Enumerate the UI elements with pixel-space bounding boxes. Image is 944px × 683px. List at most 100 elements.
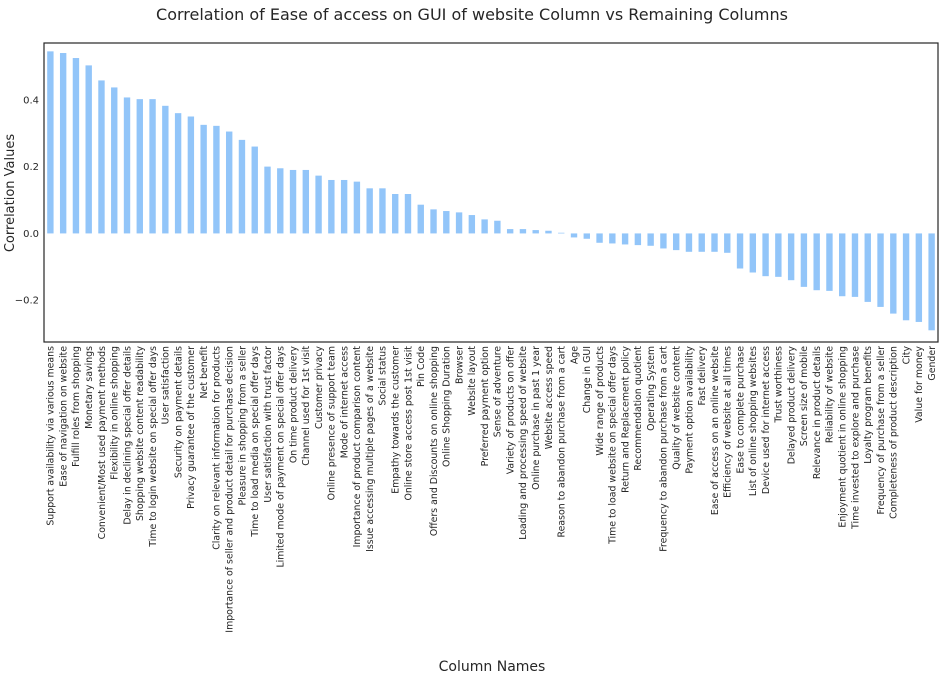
- bar: [621, 233, 629, 245]
- bar: [123, 97, 131, 234]
- x-tick-label: Pin Code: [416, 346, 427, 387]
- x-tick-label: Return and Replacement policy: [620, 346, 631, 493]
- bar: [417, 204, 424, 234]
- x-tick-label: Age: [569, 346, 580, 364]
- bar: [519, 229, 527, 234]
- chart-title: Correlation of Ease of access on GUI of …: [156, 5, 788, 24]
- bar: [455, 212, 463, 234]
- bar: [366, 188, 373, 234]
- bar: [698, 233, 705, 252]
- x-tick-label: Browser: [454, 346, 465, 384]
- x-tick-label: Payment option availability: [684, 346, 695, 474]
- x-tick-label: Preferred payment option: [480, 346, 491, 466]
- x-tick-label: Time to login website on special offer d…: [148, 346, 159, 548]
- x-tick-label: Clarity on relevant information for prod…: [212, 346, 223, 550]
- bar: [749, 233, 757, 273]
- x-tick-label: Fast delivery: [697, 346, 708, 406]
- bar: [340, 179, 348, 234]
- x-tick-label: Offers and Discounts on online shopping: [429, 346, 440, 536]
- bar: [379, 188, 386, 234]
- x-tick-label: Trust worthiness: [774, 346, 785, 424]
- bar: [672, 233, 680, 251]
- bar: [302, 169, 310, 234]
- bar: [596, 233, 603, 243]
- bar: [251, 146, 258, 234]
- x-tick-label: Efficiency of website at all times: [723, 346, 734, 498]
- bar: [328, 179, 335, 234]
- bar: [660, 233, 667, 249]
- x-tick-label: Delay in declining special offer details: [122, 346, 133, 525]
- x-tick-label: Importance of product comparison content: [352, 346, 363, 548]
- bar: [711, 233, 718, 252]
- x-tick-label: Delayed product delivery: [786, 346, 797, 465]
- bar: [200, 124, 207, 234]
- bar: [443, 211, 450, 234]
- bar: [289, 169, 297, 234]
- x-tick-label: Completeness of product description: [889, 346, 900, 519]
- x-tick-label: Online purchase in past 1 year: [531, 346, 542, 490]
- bar: [851, 233, 859, 297]
- x-tick-label: Limited mode of payment on special offer…: [276, 346, 287, 568]
- x-tick-label: Recommendation quotient: [633, 346, 644, 471]
- x-tick-label: Relevance in product details: [812, 346, 823, 479]
- x-tick-label: Value for money: [914, 346, 925, 423]
- bar: [570, 233, 578, 238]
- bar: [149, 99, 156, 234]
- x-tick-label: Website layout: [467, 346, 478, 416]
- x-tick-label: Issue accessing multiple pages of a webs…: [365, 346, 376, 552]
- bar: [225, 131, 233, 234]
- x-tick-label: Mode of internet access: [339, 346, 350, 458]
- bar: [813, 233, 820, 291]
- bar: [775, 233, 782, 277]
- y-tick-label: 0.0: [23, 229, 39, 240]
- bar: [238, 139, 246, 234]
- bar: [85, 65, 92, 234]
- bar: [506, 229, 514, 234]
- x-tick-label: Time invested to explore and purchase: [850, 346, 861, 530]
- x-tick-label: Social status: [378, 346, 389, 406]
- bar: [111, 87, 118, 234]
- x-tick-label: Website access speed: [544, 346, 555, 449]
- x-axis-label: Column Names: [439, 659, 546, 675]
- bar: [98, 80, 105, 234]
- bar: [430, 209, 437, 234]
- x-tick-label: Frequency to abandon purchase from a car…: [659, 346, 670, 552]
- x-ticks-group: Support availability via various means Ea…: [46, 346, 938, 633]
- bar: [890, 233, 897, 314]
- x-tick-label: Enjoyment quotient in online shopping: [838, 346, 849, 528]
- bar: [609, 233, 616, 244]
- bar: [787, 233, 795, 281]
- x-tick-label: Pleasure in shopping from a seller: [237, 346, 248, 506]
- x-tick-label: Ease to complete purchase: [735, 346, 746, 474]
- bar: [864, 233, 871, 302]
- bar: [558, 232, 565, 234]
- x-tick-label: Loading and processing speed of website: [518, 346, 529, 540]
- bar: [545, 230, 552, 234]
- x-tick-label: Online presence of support team: [327, 346, 338, 500]
- x-tick-label: Customer privacy: [314, 346, 325, 429]
- bar: [481, 219, 488, 234]
- bar: [724, 233, 731, 253]
- x-tick-label: User satisfaction: [161, 346, 172, 424]
- bar: [213, 125, 220, 234]
- x-tick-label: Convenient/Most used payment methods: [97, 346, 108, 539]
- bar: [392, 194, 399, 234]
- x-tick-label: Gender: [927, 346, 938, 381]
- x-tick-label: Flexibility in online shopping: [110, 346, 121, 480]
- x-tick-label: Empathy towards the customer: [391, 346, 402, 494]
- bar: [800, 233, 808, 287]
- bar: [915, 233, 923, 322]
- x-tick-label: Ease of access on an online website: [710, 346, 721, 515]
- bar: [839, 233, 846, 297]
- x-tick-label: Loyalty program benefits: [863, 346, 874, 464]
- x-tick-label: Reliability of website: [825, 346, 836, 443]
- x-tick-label: Variety of products on offer: [505, 346, 516, 474]
- bar: [59, 53, 67, 234]
- x-tick-label: Device used for internet access: [761, 346, 772, 494]
- bar: [762, 233, 769, 277]
- x-tick-label: Shopping website content readability: [135, 346, 146, 521]
- x-tick-label: Sense of adventure: [493, 346, 504, 438]
- y-axis-label: Correlation Values: [3, 134, 18, 253]
- bar: [826, 233, 833, 291]
